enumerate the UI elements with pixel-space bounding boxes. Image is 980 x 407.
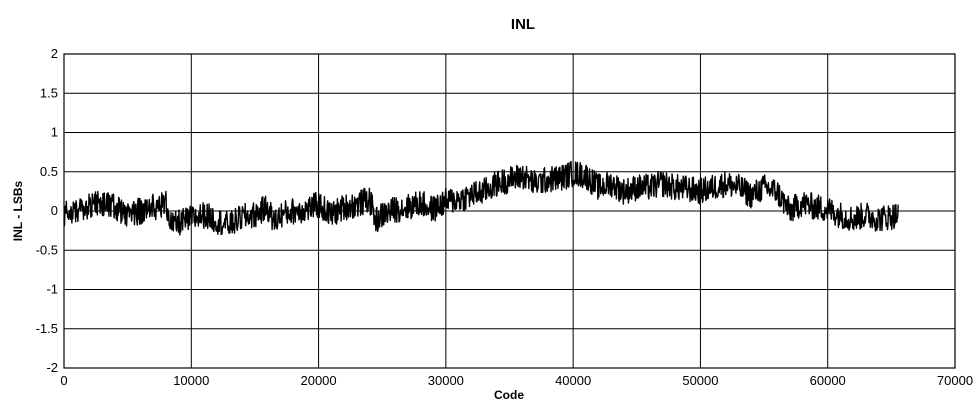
x-tick-label-6: 60000 [810,373,846,388]
x-tick-label-3: 30000 [428,373,464,388]
y-tick-label-4: 0 [51,203,58,218]
series-layer [63,160,899,236]
y-tick-label-1: -1.5 [36,321,58,336]
y-tick-labels: -2 -1.5 -1 -0.5 0 0.5 1 1.5 2 [36,46,58,375]
x-axis-label: Code [494,388,524,402]
y-tick-label-3: -0.5 [36,242,58,257]
y-axis-label: INL - LSBs [11,180,25,241]
y-tick-label-2: -1 [46,282,58,297]
y-tick-label-8: 2 [51,46,58,61]
chart-title: INL [511,16,535,33]
x-tick-label-0: 0 [60,373,67,388]
x-tick-labels: 0 10000 20000 30000 40000 50000 60000 70000 [60,373,973,388]
x-tick-label-4: 40000 [555,373,591,388]
y-tick-label-6: 1 [51,125,58,140]
y-tick-label-7: 1.5 [40,85,58,100]
x-tick-label-5: 50000 [682,373,718,388]
plot-frame [63,53,956,369]
x-tick-label-1: 10000 [173,373,209,388]
y-tick-label-5: 0.5 [40,164,58,179]
x-tick-label-2: 20000 [300,373,336,388]
y-tick-label-0: -2 [46,360,58,375]
x-tick-label-7: 70000 [937,373,973,388]
inl-series-line [63,160,899,236]
